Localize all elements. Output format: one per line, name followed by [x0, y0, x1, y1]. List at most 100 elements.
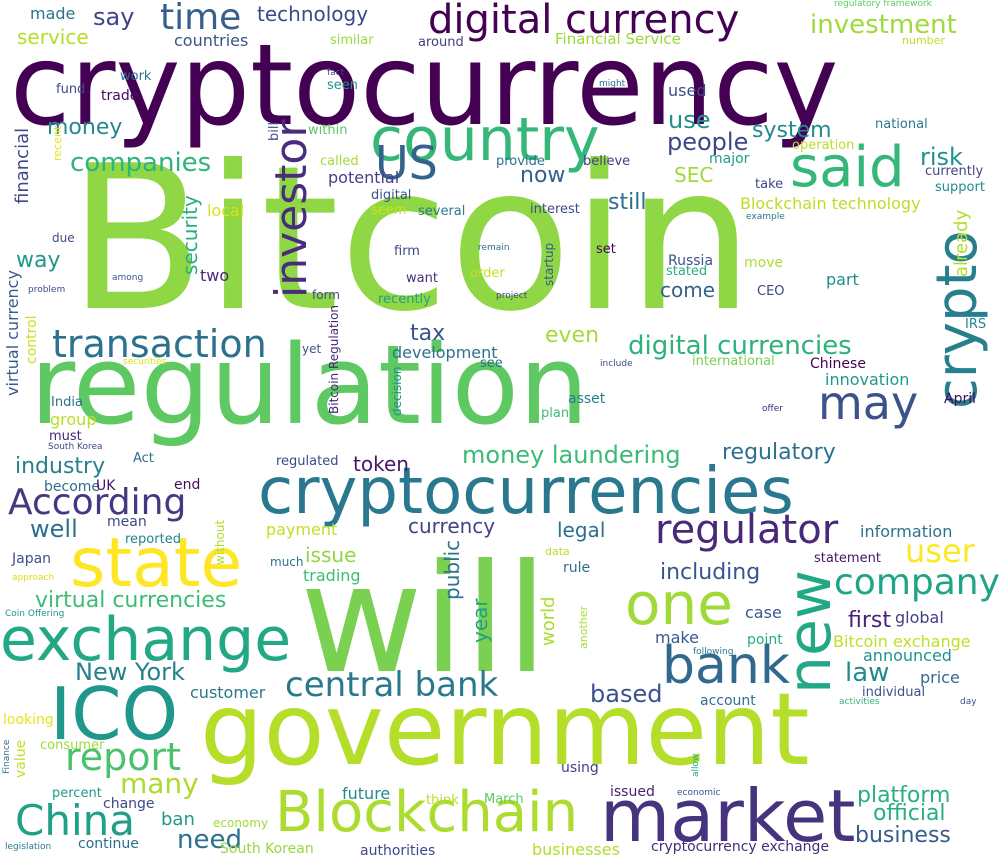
word-russia: Russia: [668, 253, 714, 269]
word-believe: believe: [583, 154, 631, 169]
word-among: among: [112, 273, 144, 283]
word-according: According: [8, 482, 187, 523]
word-risk: risk: [920, 143, 963, 171]
word-regulation: regulation: [30, 321, 589, 449]
word-want: want: [406, 271, 438, 286]
word-currently: currently: [925, 164, 984, 179]
word-account: account: [700, 693, 756, 709]
word-fund: fund: [56, 82, 86, 97]
word-new-york: New York: [75, 658, 185, 686]
word-payment: payment: [266, 520, 338, 539]
word-number: number: [902, 34, 945, 47]
word-india: India: [51, 395, 83, 410]
word-first: first: [848, 608, 891, 633]
word-see: see: [480, 356, 503, 371]
word-countries: countries: [174, 31, 249, 50]
word-security: security: [178, 195, 202, 275]
word-trade: trade: [101, 88, 139, 104]
word-another: another: [577, 605, 590, 649]
word-public: public: [440, 539, 464, 600]
word-finance: Finance: [2, 739, 12, 774]
word-potential: potential: [328, 168, 400, 187]
word-part: part: [826, 270, 859, 289]
word-issued: issued: [610, 784, 655, 800]
word-percent: percent: [52, 786, 102, 801]
word-information: information: [860, 522, 953, 541]
word-law: law: [845, 658, 890, 688]
word-regulated: regulated: [276, 454, 339, 469]
word-virtual-currencies: virtual currencies: [35, 588, 227, 613]
word-year: year: [468, 598, 492, 643]
word-irs: IRS: [965, 317, 987, 332]
word-future: future: [342, 784, 391, 803]
word-industry: industry: [15, 454, 106, 479]
word-plan: plan: [541, 406, 570, 421]
word-reported: reported: [125, 532, 181, 547]
word-around: around: [418, 35, 464, 50]
word-support: support: [935, 180, 985, 195]
word-bitcoin-regulation: Bitcoin Regulation: [327, 304, 341, 414]
word-two: two: [200, 266, 230, 285]
word-set: set: [596, 242, 616, 257]
word-now: now: [520, 163, 566, 188]
word-digital-currency: digital currency: [428, 0, 740, 43]
word-global: global: [895, 608, 944, 627]
word-south-korea: South Korea: [48, 442, 103, 452]
word-one: one: [625, 570, 733, 638]
word-recently: recently: [378, 292, 431, 307]
word-data: data: [545, 545, 570, 558]
word-company: company: [834, 562, 1000, 603]
word-allow: allow: [691, 753, 701, 777]
word-interest: interest: [530, 202, 580, 217]
word-based: based: [590, 680, 663, 708]
word-us: US: [375, 136, 438, 190]
word-money: money: [47, 115, 123, 140]
word-people: people: [667, 128, 749, 156]
word-example: example: [746, 212, 785, 222]
word-bill: bill: [267, 121, 282, 141]
word-using: using: [561, 760, 599, 776]
word-made: made: [30, 4, 76, 23]
word-firm: firm: [394, 244, 420, 259]
word-must: must: [49, 429, 82, 444]
word-much: much: [270, 555, 304, 569]
word-cryptocurrency-exchange: cryptocurrency exchange: [651, 839, 830, 855]
word-world: world: [538, 596, 559, 646]
word-decision: decision: [390, 366, 404, 416]
word-even: even: [545, 323, 600, 348]
word-customer: customer: [190, 683, 266, 702]
word-japan: Japan: [12, 551, 52, 567]
word-control: control: [24, 315, 40, 364]
word-say: say: [93, 3, 135, 31]
word-seen: seen: [327, 78, 359, 93]
word-tax: tax: [410, 321, 446, 346]
word-day: day: [960, 697, 977, 707]
word-blockchain: Blockchain: [275, 780, 579, 845]
word-may: may: [818, 376, 919, 430]
word-transaction: transaction: [52, 322, 267, 366]
word-think: think: [426, 793, 459, 808]
word-announced: announced: [863, 646, 952, 665]
word-called: called: [320, 154, 359, 169]
word-user: user: [905, 532, 975, 570]
word-bitcoin-exchange: Bitcoin exchange: [833, 632, 971, 651]
word-take: take: [755, 177, 784, 192]
word-development: development: [392, 343, 498, 362]
word-system: system: [752, 118, 832, 143]
word-form: form: [312, 288, 340, 302]
word-group: group: [50, 410, 97, 429]
word-within: within: [308, 123, 348, 138]
word-well: well: [30, 515, 78, 543]
word-issue: issue: [305, 543, 357, 567]
word-work: work: [120, 69, 152, 84]
word-case: case: [745, 603, 782, 622]
word-startup: startup: [542, 242, 556, 286]
word-project: project: [496, 291, 528, 301]
word-digital: digital: [371, 188, 412, 203]
word-ban: ban: [161, 809, 195, 830]
word-point: point: [747, 632, 783, 648]
word-authorities: authorities: [360, 843, 436, 859]
word-approach: approach: [12, 573, 55, 583]
word-uk: UK: [96, 478, 116, 494]
